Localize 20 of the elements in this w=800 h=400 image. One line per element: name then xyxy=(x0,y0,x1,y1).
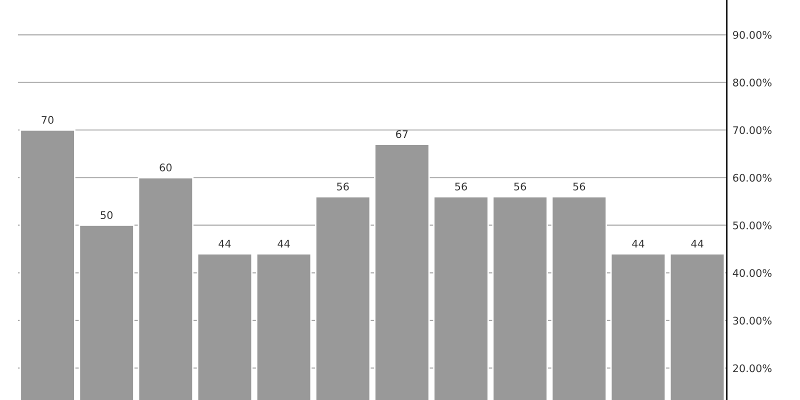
y-tick-label: 40.00% xyxy=(732,269,772,277)
y-tick-label: 20.00% xyxy=(733,364,772,372)
data-label: 44 xyxy=(278,240,290,248)
data-label: 56 xyxy=(514,182,526,190)
data-label: 44 xyxy=(632,240,644,248)
data-label: 56 xyxy=(455,182,467,190)
y-tick-label: 80.00% xyxy=(733,78,772,86)
data-label: 56 xyxy=(573,182,586,190)
y-tick-label: 60.00% xyxy=(733,174,772,182)
data-label: 44 xyxy=(218,240,231,248)
data-label: 67 xyxy=(396,130,408,138)
data-label: 50 xyxy=(100,211,113,220)
data-label: 70 xyxy=(42,116,54,124)
data-label: 60 xyxy=(160,164,172,172)
data-label: 56 xyxy=(337,182,349,190)
y-tick-label: 70.00% xyxy=(733,126,772,134)
y-tick-label: 30.00% xyxy=(733,316,772,325)
data-label: 44 xyxy=(691,240,704,248)
y-tick-label: 50.00% xyxy=(733,221,772,230)
y-tick-label: 90.00% xyxy=(733,30,772,39)
